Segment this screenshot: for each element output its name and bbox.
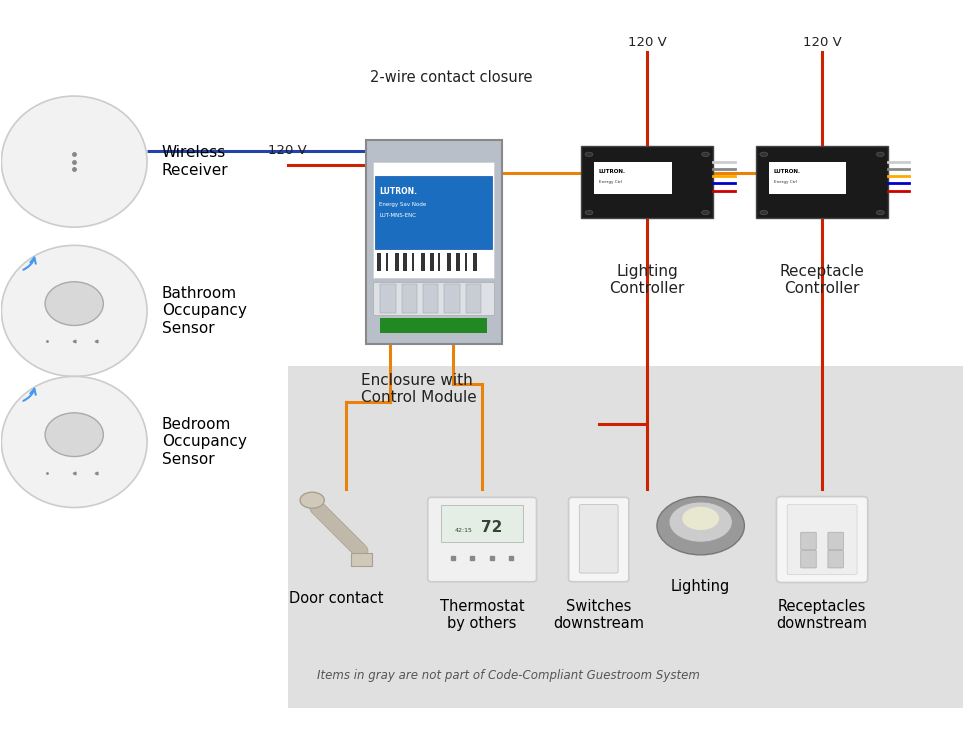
Bar xyxy=(373,281,494,314)
Bar xyxy=(421,253,425,270)
Bar xyxy=(444,284,460,313)
FancyBboxPatch shape xyxy=(787,504,857,575)
Bar xyxy=(441,504,523,542)
Ellipse shape xyxy=(877,152,884,156)
Ellipse shape xyxy=(45,413,103,457)
Ellipse shape xyxy=(585,152,593,156)
Bar xyxy=(377,253,381,270)
Ellipse shape xyxy=(45,281,103,325)
Text: Energy Ctrl: Energy Ctrl xyxy=(773,180,797,183)
Ellipse shape xyxy=(657,496,744,555)
Bar xyxy=(456,253,460,270)
Bar xyxy=(438,253,440,270)
Text: LUTRON.: LUTRON. xyxy=(773,169,801,174)
Text: Wireless
Receiver: Wireless Receiver xyxy=(162,145,228,178)
Text: Lighting
Controller: Lighting Controller xyxy=(610,264,685,296)
Bar xyxy=(375,176,492,249)
Text: Items in gray are not part of Code-Compliant Guestroom System: Items in gray are not part of Code-Compl… xyxy=(317,670,700,682)
Text: Thermostat
by others: Thermostat by others xyxy=(440,599,524,631)
Bar xyxy=(594,162,671,194)
Bar xyxy=(465,253,467,270)
Text: Lighting: Lighting xyxy=(671,579,730,594)
FancyBboxPatch shape xyxy=(801,532,816,550)
FancyBboxPatch shape xyxy=(828,550,843,568)
Bar xyxy=(403,253,407,270)
Bar xyxy=(581,145,713,219)
Bar xyxy=(386,253,388,270)
Ellipse shape xyxy=(300,492,324,508)
Text: Energy Sav Node: Energy Sav Node xyxy=(379,202,427,207)
Text: Energy Ctrl: Energy Ctrl xyxy=(599,180,621,183)
Bar xyxy=(768,162,846,194)
Ellipse shape xyxy=(585,211,593,215)
Bar xyxy=(365,140,502,344)
Text: Receptacles
downstream: Receptacles downstream xyxy=(776,599,868,631)
Ellipse shape xyxy=(701,211,709,215)
Bar xyxy=(423,284,438,313)
Bar xyxy=(430,253,433,270)
Text: Enclosure with
Control Module: Enclosure with Control Module xyxy=(360,373,476,405)
Bar xyxy=(380,284,395,313)
Text: 42:15: 42:15 xyxy=(455,529,472,534)
Bar xyxy=(394,253,398,270)
Text: 120 V: 120 V xyxy=(269,143,307,156)
Bar xyxy=(288,366,963,708)
Ellipse shape xyxy=(1,376,147,507)
FancyBboxPatch shape xyxy=(776,496,868,583)
Text: LUT-MNS-ENC: LUT-MNS-ENC xyxy=(379,213,416,218)
Text: LUTRON.: LUTRON. xyxy=(599,169,626,174)
Ellipse shape xyxy=(760,152,768,156)
FancyBboxPatch shape xyxy=(569,497,629,582)
Ellipse shape xyxy=(669,502,732,542)
FancyBboxPatch shape xyxy=(801,550,816,568)
Bar xyxy=(373,162,494,278)
FancyBboxPatch shape xyxy=(828,532,843,550)
Ellipse shape xyxy=(877,211,884,215)
Bar xyxy=(412,253,414,270)
Text: 2-wire contact closure: 2-wire contact closure xyxy=(370,70,533,85)
Ellipse shape xyxy=(682,507,719,530)
Text: Switches
downstream: Switches downstream xyxy=(553,599,644,631)
Text: 120 V: 120 V xyxy=(628,36,666,49)
FancyBboxPatch shape xyxy=(428,497,537,582)
Bar xyxy=(466,284,481,313)
Bar xyxy=(756,145,888,219)
Ellipse shape xyxy=(760,211,768,215)
Ellipse shape xyxy=(701,152,709,156)
FancyBboxPatch shape xyxy=(580,504,618,573)
Text: Door contact: Door contact xyxy=(289,591,384,606)
Text: Receptacle
Controller: Receptacle Controller xyxy=(779,264,865,296)
Text: Bathroom
Occupancy
Sensor: Bathroom Occupancy Sensor xyxy=(162,286,246,336)
Text: 72: 72 xyxy=(481,520,503,535)
Ellipse shape xyxy=(1,246,147,376)
Bar xyxy=(380,318,487,333)
Bar xyxy=(351,553,372,566)
Bar xyxy=(401,284,417,313)
Text: Bedroom
Occupancy
Sensor: Bedroom Occupancy Sensor xyxy=(162,417,246,467)
Bar xyxy=(447,253,451,270)
Bar xyxy=(473,253,477,270)
Ellipse shape xyxy=(1,96,147,227)
Text: 120 V: 120 V xyxy=(803,36,842,49)
Text: LUTRON.: LUTRON. xyxy=(379,187,417,196)
